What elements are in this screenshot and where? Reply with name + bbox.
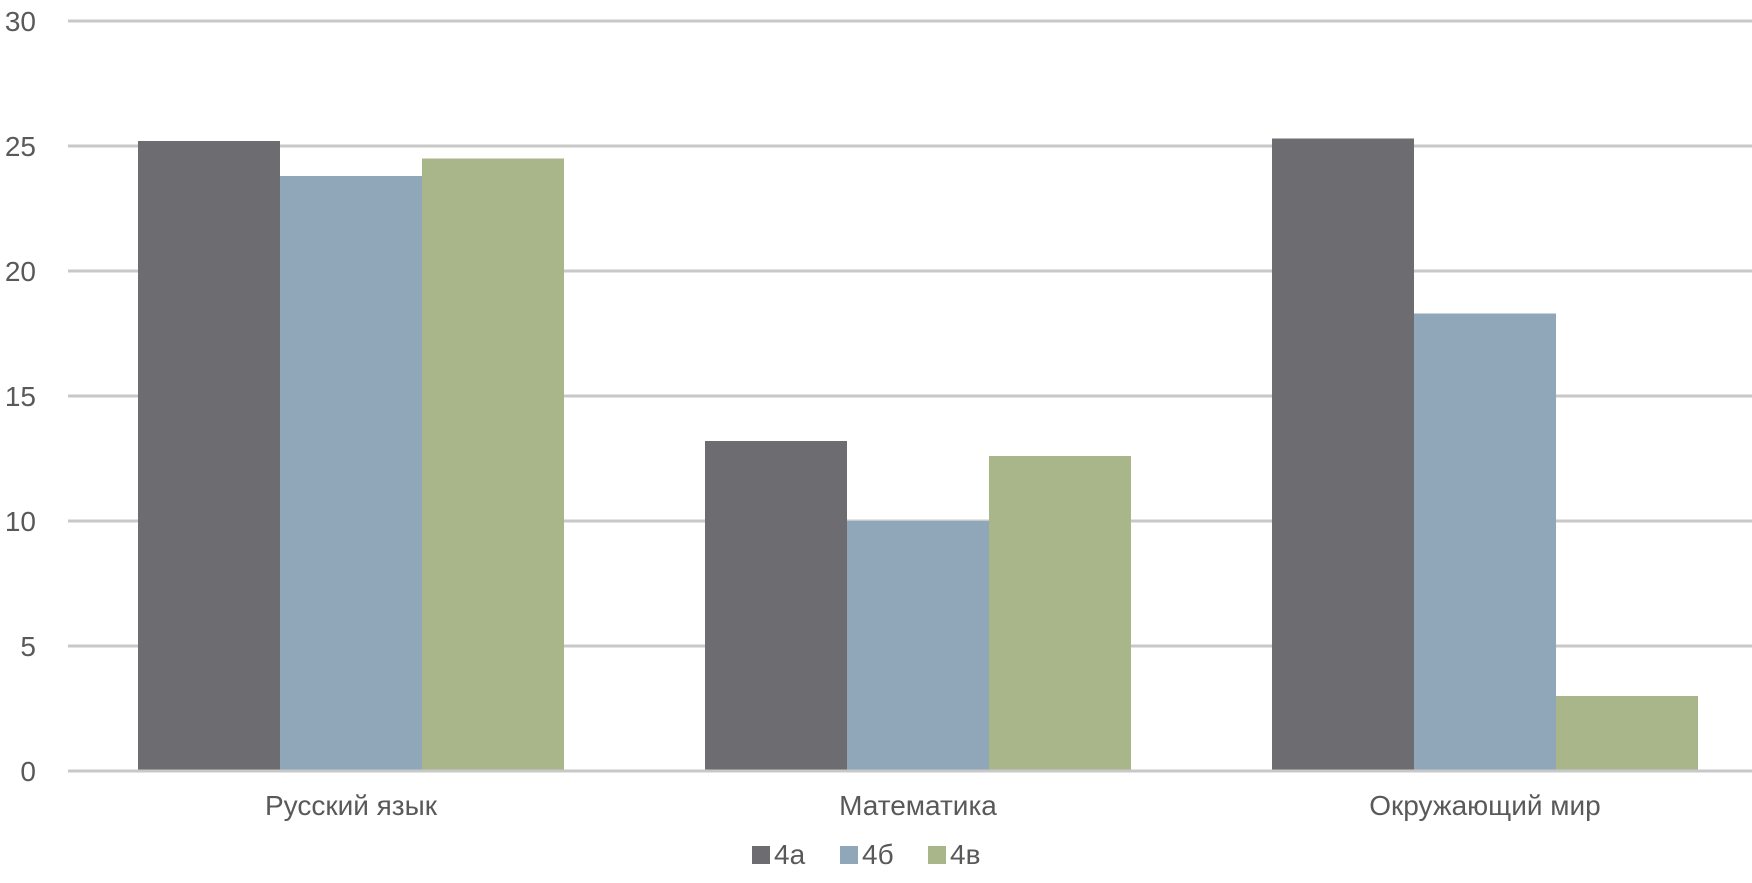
bar-4в-0 — [422, 158, 564, 771]
y-tick-label: 5 — [20, 631, 36, 662]
legend-label: 4б — [862, 839, 894, 870]
y-tick-label: 30 — [5, 6, 36, 37]
category-label: Русский язык — [265, 790, 438, 821]
y-tick-label: 15 — [5, 381, 36, 412]
y-tick-label: 10 — [5, 506, 36, 537]
bars — [138, 138, 1698, 771]
legend: 4а 4б 4в — [752, 839, 980, 870]
y-axis-ticks: 0 5 10 15 20 25 30 — [5, 6, 36, 787]
bar-4б-0 — [280, 176, 422, 771]
bar-4а-2 — [1272, 138, 1414, 771]
y-tick-label: 25 — [5, 131, 36, 162]
bar-4а-0 — [138, 141, 280, 771]
bar-4а-1 — [705, 441, 847, 771]
category-label: Математика — [839, 790, 997, 821]
category-labels: Русский язык Математика Окружающий мир — [265, 790, 1601, 821]
y-tick-label: 20 — [5, 256, 36, 287]
y-tick-label: 0 — [20, 756, 36, 787]
bar-4в-2 — [1556, 696, 1698, 771]
legend-swatch-4б — [840, 846, 858, 864]
bar-4б-2 — [1414, 313, 1556, 771]
bar-4в-1 — [989, 456, 1131, 771]
legend-swatch-4а — [752, 846, 770, 864]
category-label: Окружающий мир — [1369, 790, 1600, 821]
legend-swatch-4в — [928, 846, 946, 864]
legend-label: 4а — [774, 839, 806, 870]
legend-label: 4в — [950, 839, 980, 870]
bar-4б-1 — [847, 521, 989, 771]
